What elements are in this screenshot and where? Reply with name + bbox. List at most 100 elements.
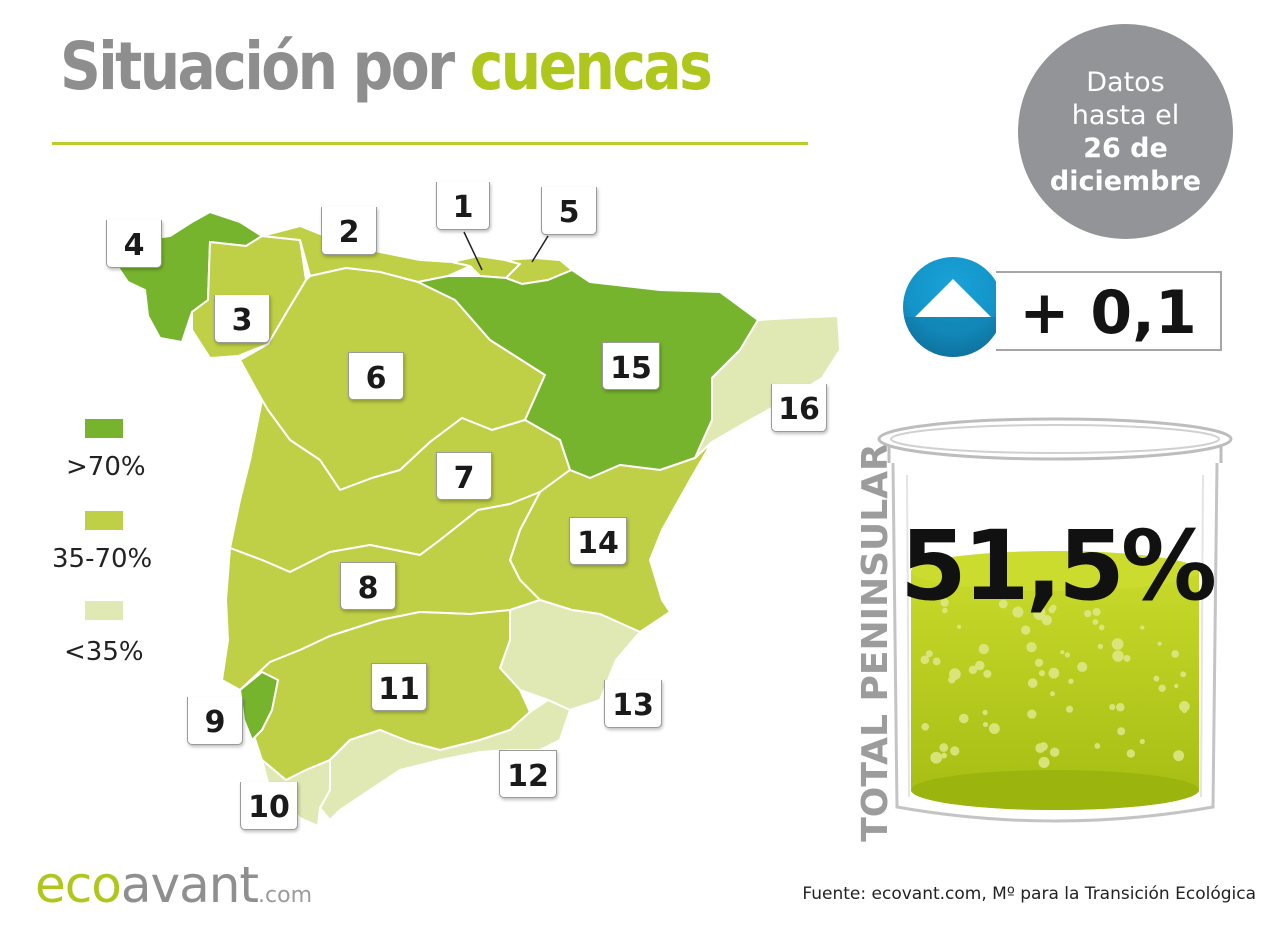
bubble [1077,661,1088,672]
bubble [941,752,947,759]
title-main: Situación por [60,28,455,105]
bubble [920,655,930,665]
bubble [1041,614,1053,626]
legend-label-high: >70% [66,452,146,482]
bubble [1068,678,1074,685]
legend-swatch-low [85,601,123,620]
bubble [1027,709,1037,719]
bubble [1109,703,1116,711]
bubble [925,650,933,658]
bubble [1012,606,1024,618]
basin-label-3: 3 [214,295,270,343]
bubble [968,665,978,675]
bubble [1060,650,1065,655]
title-accent: cuencas [469,28,713,105]
bubble [1035,743,1046,754]
bubble [1027,678,1038,688]
bubble [1116,702,1125,712]
basin-label-15: 15 [602,342,660,390]
bubble [1092,607,1101,616]
bubble [1117,727,1126,736]
bubble [978,643,989,655]
bubble [975,660,985,671]
bubble [1094,743,1101,749]
bubble [982,709,988,716]
bubble [957,624,962,629]
bubble [1112,650,1124,662]
bubble [940,598,949,607]
bubble [1050,691,1055,697]
basin-label-6: 6 [348,352,404,400]
bubble [1098,624,1105,631]
legend-swatch-high [85,419,123,438]
bubble [1158,684,1166,692]
basin-label-8: 8 [340,562,396,610]
bubble [939,743,949,752]
legend-label-medium: 35-70% [52,544,153,574]
spain-basin-map [104,211,841,827]
basin-label-9: 9 [187,697,243,745]
bubble [1111,638,1124,650]
bubble [930,751,943,764]
leader-line-1 [463,231,483,271]
date-line-4: diciembre [1049,165,1202,197]
basin-region-16 [694,315,841,459]
title-underline [52,142,808,145]
basin-region-9 [239,671,279,741]
bubble [1033,605,1046,618]
bubble [1048,606,1056,614]
bubble [998,599,1008,609]
basin-label-2: 2 [321,207,377,255]
total-value: 51,5% [900,510,1217,622]
bubble [1126,749,1136,758]
bubble [1021,625,1031,635]
bubble [1026,641,1037,653]
bubble [1181,707,1188,713]
bubble [1048,667,1060,679]
bubble [950,746,960,756]
basin-label-12: 12 [499,750,557,798]
brand-logo[interactable]: ecoavant.com [35,856,312,914]
bubble [1034,658,1044,667]
basin-label-14: 14 [569,517,627,565]
date-line-1: Datos [1086,66,1165,98]
trend-value: + 0,1 [996,271,1222,351]
bubble [1065,705,1074,713]
bubble [1092,619,1099,625]
date-line-3: 26 de [1083,132,1168,164]
date-line-2: hasta el [1071,99,1180,131]
leader-line-5 [531,235,549,263]
bubble [988,723,1000,734]
bubble [958,713,969,724]
date-badge: Datos hasta el 26 de diciembre [1018,24,1233,239]
legend-label-low: <35% [64,637,144,667]
basin-region-12 [319,699,571,821]
page-title: Situación por cuencas [60,34,713,100]
bubble [1064,652,1071,658]
bubble [1140,625,1145,630]
up-arrow-icon [903,257,1003,357]
basin-label-11: 11 [371,663,427,711]
bubble [932,657,941,666]
basin-label-16: 16 [771,384,827,432]
bubble [983,669,992,678]
bubble [1157,641,1162,646]
bubble [1171,650,1179,658]
basin-label-13: 13 [604,680,662,728]
bubble [948,676,956,684]
bubble [921,723,930,731]
bubble [1038,756,1050,768]
jar-liquid [911,550,1199,810]
basin-label-10: 10 [240,782,298,830]
basin-label-4: 4 [106,220,162,268]
bubble [1179,701,1190,712]
bubble [1084,609,1092,618]
bubble [942,607,948,614]
basin-label-5: 5 [541,187,597,235]
basin-label-1: 1 [436,182,490,230]
bubble [1097,643,1104,650]
bubble [1174,683,1179,689]
reservoir-jar-icon [877,417,1233,823]
bubble [1153,675,1160,682]
bubble [1173,750,1185,762]
